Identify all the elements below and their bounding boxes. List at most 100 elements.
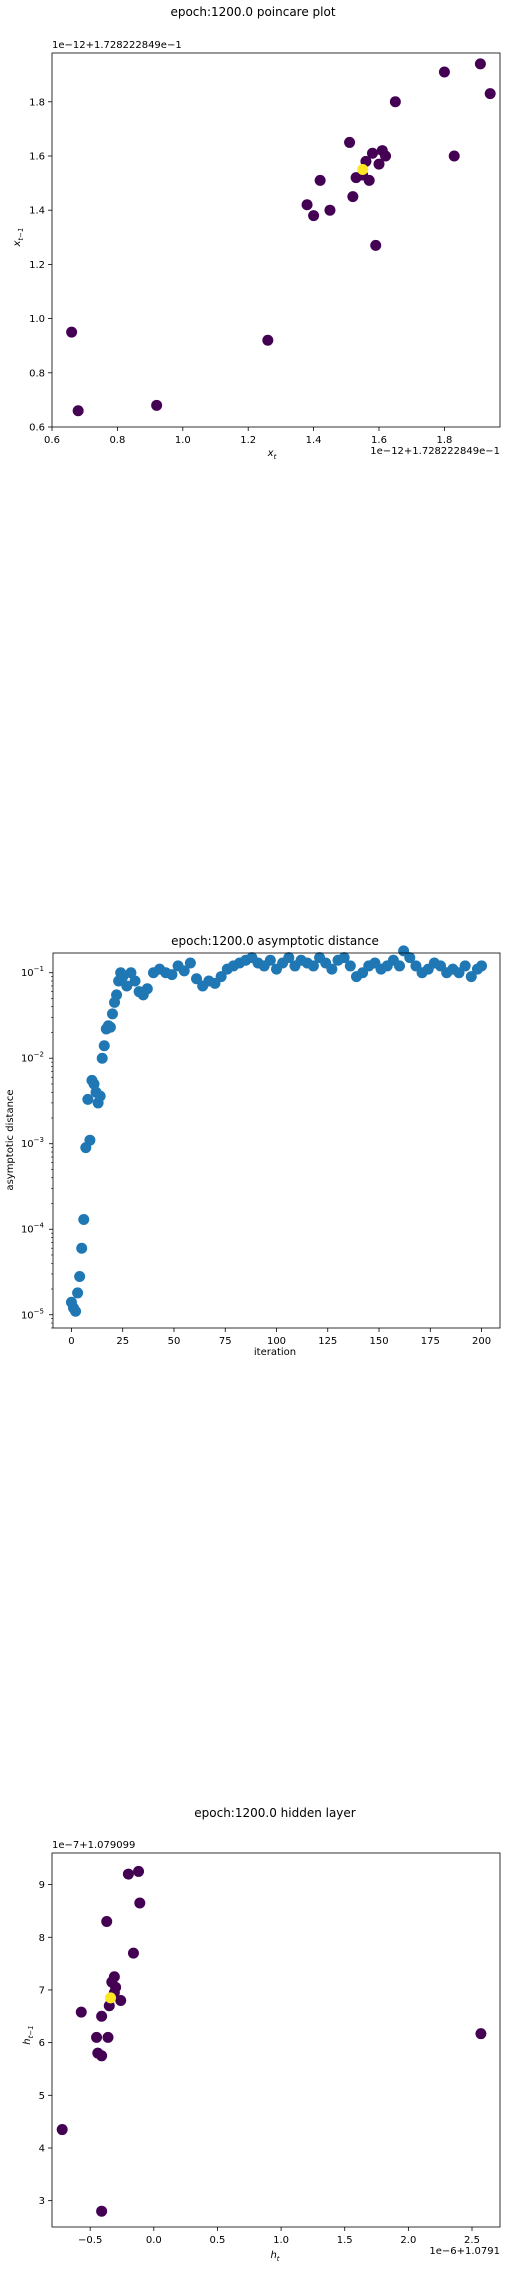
poincare-xtick-label: 0.6	[44, 435, 60, 446]
hidden-point	[115, 1994, 127, 2006]
poincare-point	[448, 150, 460, 162]
hidden-point	[96, 2010, 108, 2022]
hidden-xlabel-base: h	[270, 2250, 276, 2261]
asymptotic-ytick-exponent: −5	[34, 1307, 44, 1315]
poincare-ytick-label: 1.2	[29, 260, 45, 271]
poincare-ytick-label: 0.6	[29, 423, 45, 434]
hidden-title: epoch:1200.0 hidden layer	[194, 1806, 356, 1820]
asymptotic-point	[326, 963, 338, 975]
hidden-xtick-label: 0.5	[210, 2235, 226, 2246]
poincare-xtick-label: 1.4	[306, 435, 322, 446]
asymptotic-point	[264, 954, 276, 966]
asymptotic-ytick-base: 10	[21, 968, 34, 979]
hidden-point	[108, 1971, 120, 1983]
asymptotic-point	[76, 1242, 88, 1254]
asymptotic-point	[141, 983, 153, 995]
hidden-point	[110, 1981, 122, 1993]
hidden-point	[102, 2031, 114, 2043]
asymptotic-point	[394, 960, 406, 972]
asymptotic-xtick-label: 125	[318, 1336, 337, 1347]
hidden-xtick-label: 0.0	[146, 2235, 162, 2246]
asymptotic-point	[82, 1093, 94, 1105]
asymptotic-xtick-label: 75	[219, 1336, 232, 1347]
hidden-point	[127, 1947, 139, 1959]
poincare-xlabel: xt	[267, 448, 277, 461]
hidden-layer-plot: epoch:1200.0 hidden layer 1e−7+1.079099 …	[22, 1806, 501, 2263]
poincare-point	[363, 174, 375, 186]
poincare-highlight-point	[357, 164, 369, 176]
hidden-y-offset: 1e−7+1.079099	[52, 1840, 135, 1851]
poincare-xlabel-sub: t	[274, 453, 277, 461]
asymptotic-ytick-exponent: −2	[34, 1051, 44, 1059]
poincare-xtick-label: 1.2	[240, 435, 256, 446]
asymptotic-ytick-label: 10−5	[21, 1307, 44, 1321]
asymptotic-ytick-base: 10	[21, 1139, 34, 1150]
poincare-point	[389, 96, 401, 108]
hidden-ticks: −0.5 0.0 0.5 1.0 1.5 2.0 2.5 3 4 5 6 7 8 9	[39, 1880, 480, 2246]
poincare-point	[151, 399, 163, 411]
asymptotic-point	[465, 971, 477, 983]
hidden-xtick-label: −0.5	[78, 2235, 102, 2246]
asymptotic-point	[88, 1078, 100, 1090]
asymptotic-ytick-base: 10	[21, 1310, 34, 1321]
hidden-point	[75, 2006, 87, 2018]
poincare-ytick-label: 0.8	[29, 368, 45, 379]
poincare-point	[344, 136, 356, 148]
hidden-ytick-label: 4	[39, 2143, 45, 2154]
hidden-ylabel: ht−1	[22, 2025, 35, 2044]
asymptotic-ytick-exponent: −3	[34, 1136, 44, 1144]
asymptotic-point	[106, 1008, 118, 1020]
asymptotic-xlabel: iteration	[254, 1347, 296, 1358]
asymptotic-ytick-label: 10−3	[21, 1136, 44, 1150]
hidden-ytick-label: 8	[39, 1933, 45, 1944]
poincare-title: epoch:1200.0 poincare plot	[170, 5, 335, 19]
asymptotic-xtick-label: 150	[369, 1336, 388, 1347]
hidden-frame	[51, 1852, 501, 2228]
asymptotic-point	[178, 965, 190, 977]
hidden-point	[91, 2031, 103, 2043]
poincare-point	[324, 204, 336, 216]
poincare-ytick-label: 1.0	[29, 314, 45, 325]
asymptotic-point	[74, 1271, 86, 1283]
asymptotic-point	[94, 1090, 106, 1102]
asymptotic-ylabel: asymptotic distance	[5, 1089, 16, 1190]
hidden-point	[96, 2205, 108, 2217]
hidden-ylabel-base: h	[22, 2038, 33, 2044]
poincare-point	[373, 158, 385, 170]
asymptotic-point	[191, 973, 203, 985]
hidden-point	[56, 2124, 68, 2136]
poincare-point	[262, 334, 274, 346]
poincare-ytick-label: 1.6	[29, 151, 45, 162]
asymptotic-ytick-label: 10−2	[21, 1051, 44, 1065]
poincare-point	[380, 150, 392, 162]
asymptotic-ytick-label: 10−1	[21, 965, 44, 979]
asymptotic-xtick-label: 175	[421, 1336, 440, 1347]
hidden-point	[96, 2050, 108, 2062]
asymptotic-point	[129, 975, 141, 987]
asymptotic-ytick-exponent: −4	[34, 1222, 45, 1230]
asymptotic-point	[96, 1052, 108, 1064]
poincare-xtick-label: 1.6	[371, 435, 387, 446]
hidden-point	[134, 1897, 146, 1909]
hidden-xlabel: ht	[270, 2250, 279, 2263]
hidden-point	[122, 1868, 134, 1880]
asymptotic-ticks: 0 25 50 75 100 125 150 175 20010−510−410−310−210…	[21, 965, 491, 1347]
asymptotic-distance-plot: epoch:1200.0 asymptotic distance iterati…	[5, 934, 501, 1358]
hidden-points	[56, 1865, 487, 2217]
poincare-point	[474, 58, 486, 70]
poincare-points	[66, 58, 496, 417]
asymptotic-ytick-base: 10	[21, 1054, 34, 1065]
asymptotic-ytick-label: 10−4	[21, 1222, 45, 1236]
asymptotic-point	[344, 960, 356, 972]
hidden-xtick-label: 1.5	[337, 2235, 353, 2246]
poincare-point	[366, 147, 378, 159]
asymptotic-title: epoch:1200.0 asymptotic distance	[171, 934, 379, 948]
asymptotic-ytick-exponent: −1	[34, 965, 44, 973]
hidden-highlight-point	[105, 1992, 117, 2004]
asymptotic-point	[125, 967, 137, 979]
asymptotic-point	[476, 960, 488, 972]
asymptotic-point	[72, 1287, 84, 1299]
asymptotic-xtick-label: 100	[267, 1336, 286, 1347]
hidden-xtick-label: 2.0	[400, 2235, 416, 2246]
asymptotic-xtick-label: 25	[116, 1336, 129, 1347]
